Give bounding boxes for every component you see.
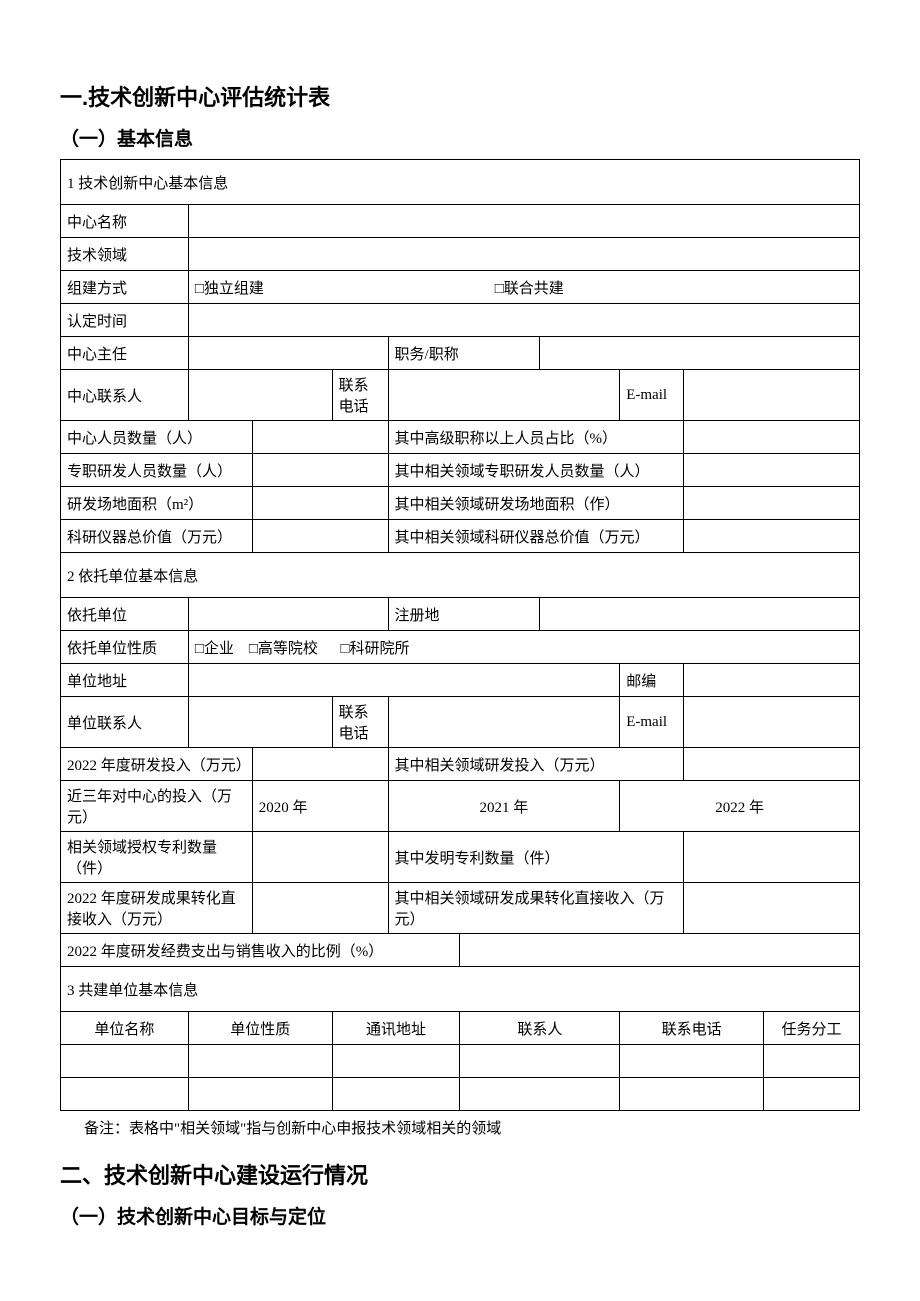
tech-field-value[interactable] [188,238,859,271]
year3-label: 2022 年 [620,781,860,832]
build-mode-label: 组建方式 [61,271,189,304]
director-value[interactable] [188,337,388,370]
patent-label: 相关领域授权专利数量（件） [61,832,253,883]
unit-addr-label: 单位地址 [61,664,189,697]
sec1-title: 1 技术创新中心基本信息 [61,160,860,205]
patent-value[interactable] [252,832,388,883]
unit-contact-value[interactable] [188,697,332,748]
table-row[interactable] [61,1078,860,1111]
rd-invest-value[interactable] [252,748,388,781]
instrument-value-value[interactable] [252,520,388,553]
field-instrument-value-value[interactable] [684,520,860,553]
sec3-title: 3 共建单位基本信息 [61,967,860,1012]
type-opt3[interactable]: □科研院所 [340,641,409,657]
reg-addr-label: 注册地 [388,598,540,631]
main-table: 1 技术创新中心基本信息 中心名称 技术领域 组建方式 □独立组建 □联合共建 … [60,159,860,1111]
director-label: 中心主任 [61,337,189,370]
unit-contact-label: 单位联系人 [61,697,189,748]
rd-sales-ratio-value[interactable] [460,934,860,967]
col-unit-name: 单位名称 [61,1012,189,1045]
center-email-label: E-mail [620,370,684,421]
staff-count-label: 中心人员数量（人） [61,421,253,454]
senior-pct-label: 其中高级职称以上人员占比（%） [388,421,684,454]
host-type-options[interactable]: □企业 □高等院校 □科研院所 [188,631,859,664]
rd-sales-ratio-label: 2022 年度研发经费支出与销售收入的比例（%） [61,934,460,967]
field-rd-invest-value[interactable] [684,748,860,781]
heading-2: 二、技术创新中心建设运行情况 [60,1158,860,1190]
rd-invest-label: 2022 年度研发投入（万元） [61,748,253,781]
build-opt1[interactable]: □独立组建 [195,277,491,298]
type-opt2[interactable]: □高等院校 [249,641,318,657]
field-rd-label: 其中相关领域专职研发人员数量（人） [388,454,684,487]
center-phone-value[interactable] [388,370,620,421]
type-opt1[interactable]: □企业 [195,641,234,657]
subheading-1: （一）基本信息 [60,124,860,151]
unit-phone-value[interactable] [388,697,620,748]
postcode-label: 邮编 [620,664,684,697]
center-name-value[interactable] [188,205,859,238]
col-address: 通讯地址 [332,1012,460,1045]
center-contact-label: 中心联系人 [61,370,189,421]
col-phone: 联系电话 [620,1012,764,1045]
col-unit-type: 单位性质 [188,1012,332,1045]
staff-count-value[interactable] [252,421,388,454]
sec2-title: 2 依托单位基本信息 [61,553,860,598]
col-contact: 联系人 [460,1012,620,1045]
rd-area-label: 研发场地面积（m²） [61,487,253,520]
invention-patent-value[interactable] [684,832,860,883]
fulltime-rd-label: 专职研发人员数量（人） [61,454,253,487]
field-rd-invest-label: 其中相关领域研发投入（万元） [388,748,684,781]
build-opt2[interactable]: □联合共建 [495,281,564,297]
center-name-label: 中心名称 [61,205,189,238]
tech-field-label: 技术领域 [61,238,189,271]
approve-time-value[interactable] [188,304,859,337]
conversion-income-label: 2022 年度研发成果转化直接收入（万元） [61,883,253,934]
subheading-2: （一）技术创新中心目标与定位 [60,1202,860,1229]
reg-addr-value[interactable] [540,598,860,631]
table-row[interactable] [61,1045,860,1078]
unit-email-value[interactable] [684,697,860,748]
title-label: 职务/职称 [388,337,540,370]
col-task: 任务分工 [764,1012,860,1045]
host-unit-label: 依托单位 [61,598,189,631]
heading-1: 一.技术创新中心评估统计表 [60,80,860,112]
host-type-label: 依托单位性质 [61,631,189,664]
year2-label: 2021 年 [388,781,620,832]
rd-area-value[interactable] [252,487,388,520]
field-conversion-income-value[interactable] [684,883,860,934]
title-value[interactable] [540,337,860,370]
conversion-income-value[interactable] [252,883,388,934]
center-email-value[interactable] [684,370,860,421]
build-mode-options[interactable]: □独立组建 □联合共建 [188,271,859,304]
year1-label: 2020 年 [252,781,388,832]
host-unit-value[interactable] [188,598,388,631]
three-year-invest-label: 近三年对中心的投入（万元） [61,781,253,832]
field-rd-value[interactable] [684,454,860,487]
instrument-value-label: 科研仪器总价值（万元） [61,520,253,553]
unit-email-label: E-mail [620,697,684,748]
fulltime-rd-value[interactable] [252,454,388,487]
unit-addr-value[interactable] [188,664,619,697]
senior-pct-value[interactable] [684,421,860,454]
center-phone-label: 联系电话 [332,370,388,421]
field-conversion-income-label: 其中相关领域研发成果转化直接收入（万元） [388,883,684,934]
field-rd-area-label: 其中相关领域研发场地面积（作） [388,487,684,520]
center-contact-value[interactable] [188,370,332,421]
note-text: 备注：表格中"相关领域"指与创新中心申报技术领域相关的领域 [60,1111,860,1138]
approve-time-label: 认定时间 [61,304,189,337]
field-rd-area-value[interactable] [684,487,860,520]
invention-patent-label: 其中发明专利数量（件） [388,832,684,883]
unit-phone-label: 联系电话 [332,697,388,748]
postcode-value[interactable] [684,664,860,697]
field-instrument-value-label: 其中相关领域科研仪器总价值（万元） [388,520,684,553]
